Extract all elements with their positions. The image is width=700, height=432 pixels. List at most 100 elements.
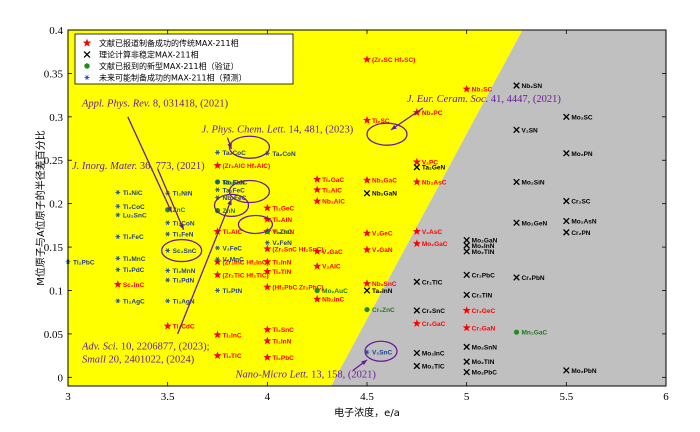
asterisk-marker xyxy=(215,179,220,185)
legend-entry: 未来可能制备成功的MAX-211相（预测） xyxy=(99,73,247,83)
star-marker xyxy=(213,257,222,266)
x-marker xyxy=(563,150,570,157)
x-marker xyxy=(463,242,470,249)
point-label: Ti₂MnN xyxy=(173,268,196,275)
x-marker xyxy=(413,163,421,171)
legend: 文献已报道制备成功的传统MAX-211相理论计算非稳定MAX-211相文献已报到… xyxy=(74,33,294,85)
x-marker xyxy=(513,274,520,281)
asterisk-marker xyxy=(165,277,171,283)
point-label: Ta₂CoN xyxy=(272,151,296,158)
point-label: Mo₂PbN xyxy=(571,368,597,375)
dot-marker xyxy=(314,287,320,294)
point-label: Mo₂TlN xyxy=(472,249,495,256)
dot-marker xyxy=(84,63,90,69)
point-label: Ti₂FeN xyxy=(173,232,194,239)
point-label: Cr₂GaC xyxy=(422,321,446,328)
callout-ellipse xyxy=(228,135,271,159)
point-label: Ti₂InC xyxy=(223,332,242,339)
y-tick-label: 0.1 xyxy=(49,285,63,297)
point-label: Ta₂FeC xyxy=(223,187,246,194)
star-marker xyxy=(363,55,371,63)
point-label: Cr₂TlC xyxy=(422,279,443,286)
callout-arrow xyxy=(157,168,185,230)
asterisk-marker xyxy=(115,234,121,239)
star-marker xyxy=(263,203,272,212)
point-label: Nb₂GaC xyxy=(372,178,397,185)
dot-marker xyxy=(364,306,370,313)
point-label: (Zr₂AlC Hf₂AlC) xyxy=(223,163,271,170)
arrow-head xyxy=(227,199,232,206)
point-label: V₂GeC xyxy=(372,231,393,238)
literature-annotation: J. Phys. Chem. Lett. 14, 481, (2023) xyxy=(202,124,354,135)
x-marker xyxy=(413,349,421,357)
point-label: Nb₂CuC xyxy=(223,179,248,186)
x-tick-label: 3.5 xyxy=(161,391,175,403)
star-marker xyxy=(82,38,92,47)
callout-ellipse xyxy=(237,214,274,235)
star-marker xyxy=(412,157,421,166)
point-label: Nb₂SN xyxy=(522,83,543,90)
point-label: Nb₂InC xyxy=(322,297,344,304)
point-label: Ti₂NiN xyxy=(173,191,193,198)
point-label: Cr₂TlN xyxy=(472,292,493,299)
point-label: Mo₂InC xyxy=(422,351,445,358)
x-marker xyxy=(513,126,520,134)
star-marker xyxy=(263,215,272,223)
arrow-head xyxy=(179,223,184,230)
star-marker xyxy=(412,319,421,327)
point-label: Ti₂GeC xyxy=(272,206,294,213)
y-tick-label: 0.25 xyxy=(44,155,64,167)
x-marker xyxy=(513,219,520,227)
asterisk-marker xyxy=(165,220,171,226)
legend-entry: 文献已报道制备成功的传统MAX-211相 xyxy=(99,38,239,48)
point-label: Ti₂FeC xyxy=(123,234,144,241)
point-label: V₂GaN xyxy=(372,247,393,254)
point-label: Mo₂GaN xyxy=(472,238,498,245)
legend-box xyxy=(74,33,294,85)
x-marker xyxy=(563,197,570,205)
point-label: Ta₂GeN xyxy=(422,165,446,172)
y-tick-label: 0.2 xyxy=(49,199,63,211)
point-label: Ti₂CdC xyxy=(173,324,195,331)
star-marker xyxy=(412,239,421,247)
point-label: V₂SnC xyxy=(372,350,393,357)
callout-ellipse xyxy=(213,193,250,218)
asterisk-marker xyxy=(165,248,171,253)
point-label: Mo₂AsN xyxy=(571,219,597,226)
asterisk-marker xyxy=(115,298,121,304)
asterisk-marker xyxy=(115,190,121,195)
x-marker xyxy=(463,291,470,299)
point-label: Ta₂InN xyxy=(372,288,393,295)
point-label: Ti₂MnC xyxy=(123,256,146,263)
point-label: Ti₂AlC xyxy=(223,229,243,236)
x-tick-label: 5 xyxy=(464,391,470,403)
point-label: Mo₂SiN xyxy=(522,179,545,186)
point-label: Ti₂AgN xyxy=(173,298,195,305)
literature-annotation: Appl. Phys. Rev. 8, 031418, (2021) xyxy=(81,98,229,109)
star-marker xyxy=(363,228,371,237)
callout-ellipse xyxy=(366,122,408,146)
star-marker xyxy=(313,294,322,303)
x-marker xyxy=(463,368,470,376)
point-label: Mo₂InN xyxy=(472,243,495,250)
star-marker xyxy=(462,323,471,332)
asterisk-marker xyxy=(264,240,270,246)
point-label: Mo₂GeN xyxy=(522,220,548,227)
callout-ellipse xyxy=(228,179,271,204)
literature-annotation: J. Eur. Ceram. Soc. 41, 4447, (2021) xyxy=(407,94,561,105)
star-marker xyxy=(363,279,371,287)
asterisk-marker xyxy=(215,150,220,155)
point-label: Ti₂AlC xyxy=(322,187,342,194)
point-label: Mo₂TlN xyxy=(472,359,495,366)
point-label: Mo₂PbC xyxy=(472,370,498,377)
point-label: ZnC xyxy=(173,207,186,214)
point-label: V₂GaC xyxy=(322,249,343,256)
point-label: Cr₂GaN xyxy=(472,325,496,332)
point-label: Lu₂SnC xyxy=(123,212,147,219)
star-marker xyxy=(263,336,272,345)
point-label: Ti₂PbC xyxy=(73,259,95,266)
point-label: Nb₂AlC xyxy=(322,199,345,206)
point-label: Mo₂GaC xyxy=(422,241,448,248)
plot-area xyxy=(68,30,666,386)
